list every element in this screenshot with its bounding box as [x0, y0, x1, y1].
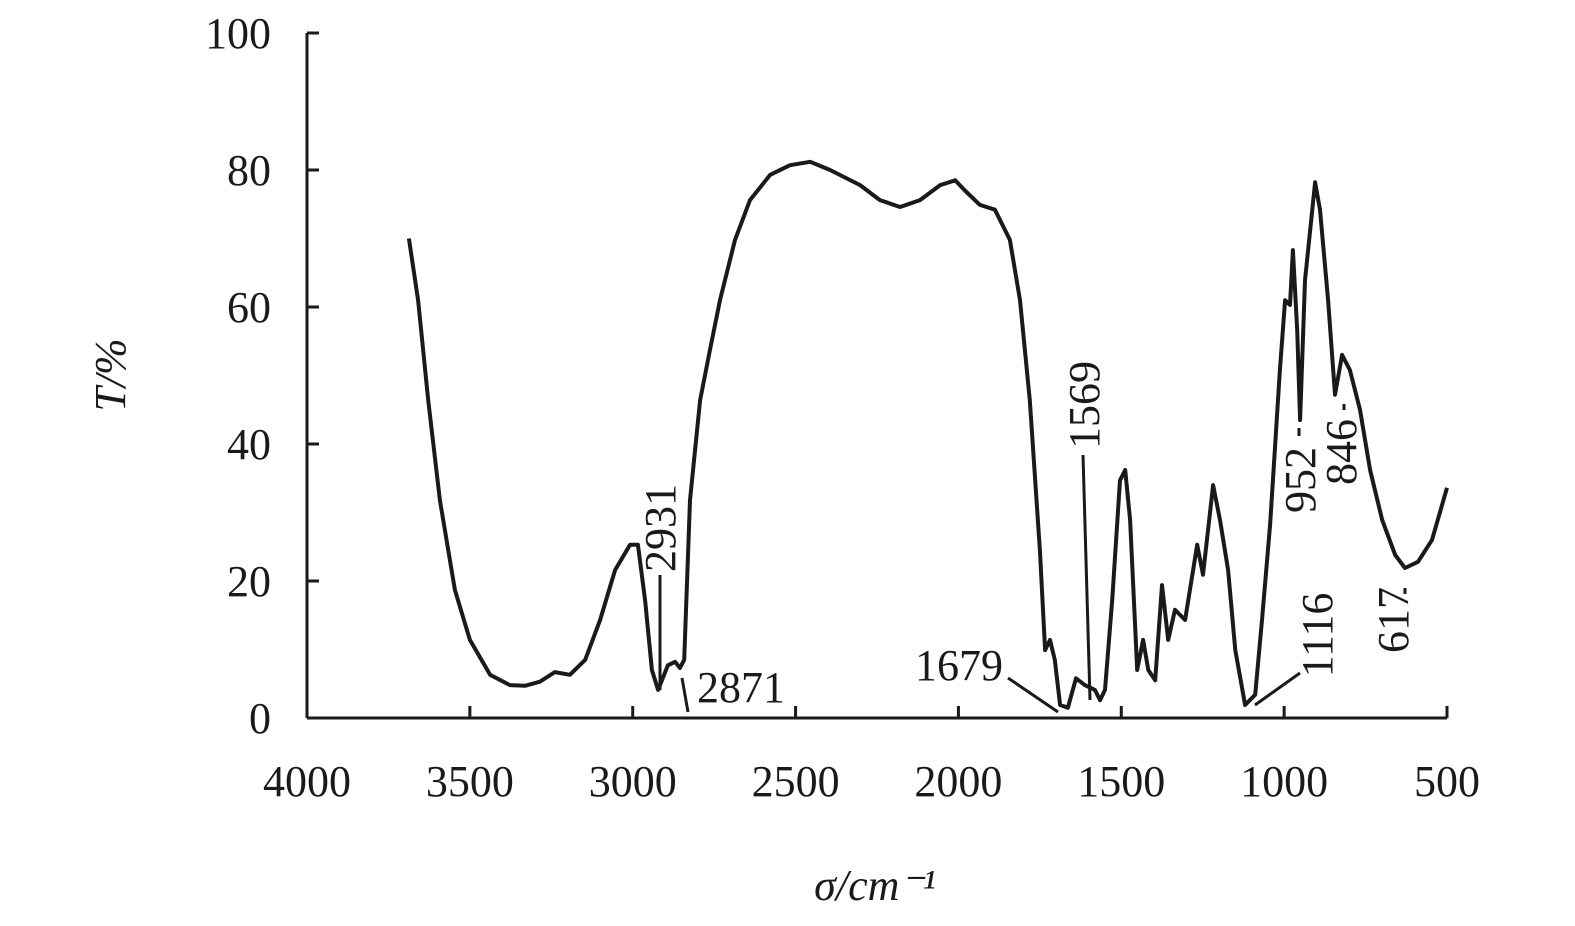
x-tick-label: 2500: [752, 757, 840, 806]
y-tick-label: 60: [227, 283, 271, 332]
annotation: 1569: [1060, 361, 1109, 449]
y-tick-label: 100: [205, 9, 271, 58]
y-tick-label: 20: [227, 557, 271, 606]
x-tick-label: 1000: [1240, 757, 1328, 806]
annotation-line: [1007, 676, 1059, 714]
annotation: 2931: [636, 484, 685, 572]
y-tick-label: 0: [249, 694, 271, 743]
annotation: 1679: [915, 641, 1003, 690]
x-tick-label: 3500: [426, 757, 514, 806]
annotation-line: [680, 677, 690, 713]
annotation: 846: [1317, 419, 1366, 485]
x-axis-label: σ/cm⁻¹: [814, 861, 936, 910]
spectrum-line: [406, 159, 1449, 710]
x-tick-label: 2000: [914, 757, 1002, 806]
x-tick-label: 500: [1414, 757, 1480, 806]
annotation: 1116: [1293, 593, 1342, 678]
y-tick-label: 80: [227, 146, 271, 195]
y-axis-label: T/%: [86, 338, 135, 411]
x-tick-label: 1500: [1077, 757, 1165, 806]
annotation: 617: [1369, 587, 1418, 653]
x-tick-label: 4000: [263, 757, 351, 806]
annotation: 2871: [697, 663, 785, 712]
annotation-line: [1081, 454, 1092, 701]
x-tick-label: 3000: [589, 757, 677, 806]
annotation-line: [1254, 671, 1301, 707]
annotation: 952: [1276, 447, 1325, 513]
y-tick-label: 40: [227, 420, 271, 469]
